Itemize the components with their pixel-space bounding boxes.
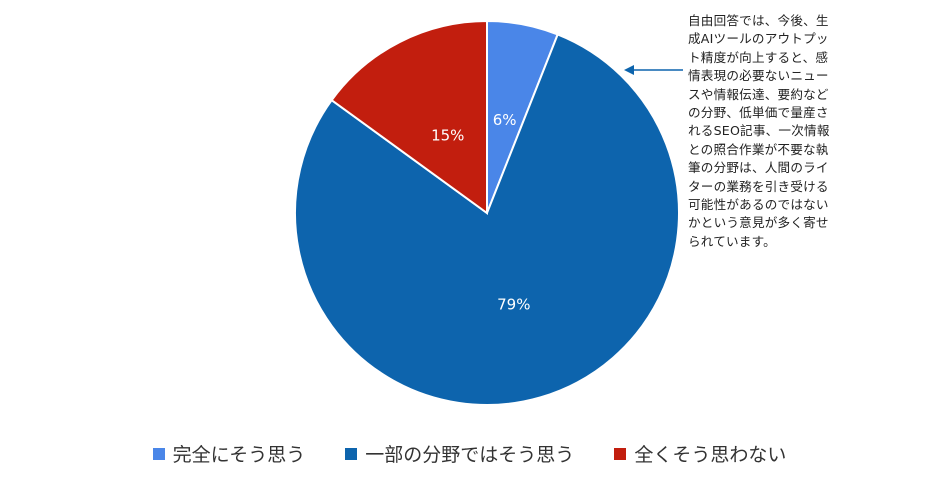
annotation-arrow-head [624, 65, 634, 75]
pie-chart: 6% 79% 15% [294, 19, 683, 406]
data-label-disagree: 15% [431, 127, 464, 145]
legend-item-fully-agree: 完全にそう思う [152, 440, 306, 467]
pie-slice-disagree [330, 19, 488, 215]
legend-label-disagree: 全くそう思わない [634, 444, 787, 466]
data-label-partly-agree: 79% [497, 296, 530, 314]
annotation-text: 自由回答では、今後、生成AIツールのアウトプット精度が向上すると、感情表現の必要… [688, 13, 830, 249]
data-label-fully-agree: 6% [493, 111, 517, 129]
chart-legend: 完全にそう思う 一部の分野ではそう思う 全くそう思わない [0, 440, 939, 467]
legend-item-disagree: 全くそう思わない [614, 440, 786, 467]
legend-swatch-disagree [614, 447, 627, 460]
legend-label-partly-agree: 一部の分野ではそう思う [365, 444, 575, 466]
legend-swatch-partly-agree [345, 447, 358, 460]
legend-item-partly-agree: 一部の分野ではそう思う [345, 440, 574, 467]
legend-label-fully-agree: 完全にそう思う [172, 444, 306, 466]
pie-slice-partly-agree [294, 33, 680, 406]
legend-swatch-fully-agree [152, 447, 165, 460]
